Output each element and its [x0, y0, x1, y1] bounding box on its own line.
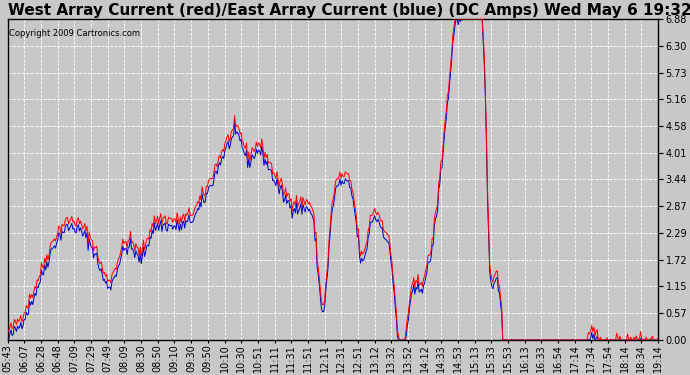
Text: West Array Current (red)/East Array Current (blue) (DC Amps) Wed May 6 19:32: West Array Current (red)/East Array Curr…: [8, 3, 690, 18]
Text: Copyright 2009 Cartronics.com: Copyright 2009 Cartronics.com: [9, 28, 140, 38]
